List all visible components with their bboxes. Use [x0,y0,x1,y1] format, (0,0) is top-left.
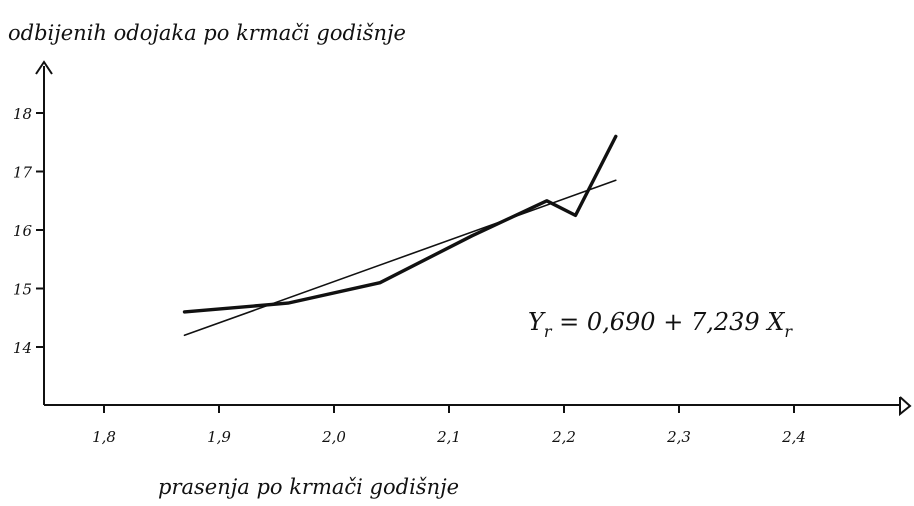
x-tick-label: 2,1 [436,428,461,446]
y-tick-label: 17 [13,164,33,182]
x-ticks: 1,8 1,9 2,0 2,1 2,2 2,3 2,4 [92,405,806,446]
series-layer [182,134,618,337]
equation-lhs-subscript: r [544,322,553,341]
x-tick-label: 2,3 [666,428,691,446]
x-tick-label: 2,0 [321,428,346,446]
equation-lhs: Y [528,308,546,336]
regression-line [183,179,617,337]
y-tick-label: 14 [13,339,32,357]
x-tick-label: 1,8 [92,428,116,446]
y-ticks: 14 15 16 17 18 [13,105,44,357]
x-axis-arrow-icon [899,396,912,417]
observed-series-line [182,134,618,314]
y-tick-label: 15 [13,281,32,299]
regression-equation: Yr = 0,690 + 7,239 Xr [528,308,793,341]
equation-rhs-subscript: r [784,322,793,341]
x-axis-title: prasenja po krmači godišnje [158,475,459,499]
x-tick-label: 2,4 [781,428,806,446]
x-tick-label: 1,9 [207,428,231,446]
x-tick-label: 2,2 [551,428,576,446]
equation-rhs: = 0,690 + 7,239 X [552,308,786,336]
y-tick-label: 18 [13,105,32,123]
y-axis-title: odbijenih odojaka po krmači godišnje [8,21,406,45]
axes [35,60,912,417]
y-tick-label: 16 [13,222,33,240]
y-axis-arrow-icon [35,60,53,75]
